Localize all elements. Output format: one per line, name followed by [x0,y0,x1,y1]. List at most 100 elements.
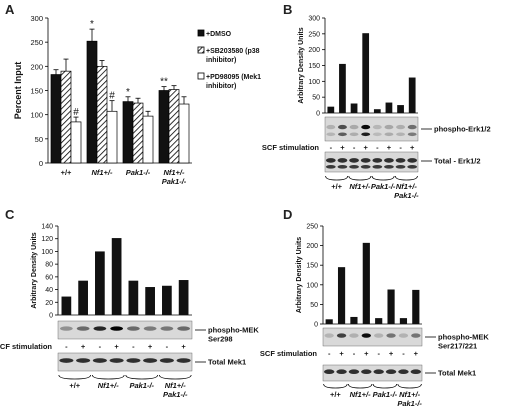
a-bar [132,102,144,164]
pd-bar [375,318,383,324]
pb-bar [362,33,370,114]
pb-group-brace [371,175,395,181]
pb-group-label: Pak1-/- [371,182,396,191]
pd-y-tick-label: 0 [314,322,318,329]
pb-phospho-band [372,124,382,130]
pd-blot-label: Total Mek1 [438,369,476,378]
pc-bar [145,287,155,315]
pb-bar [397,105,404,113]
a-y-tick-label: 300 [30,14,43,23]
pb-total-band-lower [407,165,418,169]
pb-total-band [372,158,383,163]
pd-total-band [361,369,372,375]
pc-blot-label: Ser298 [208,335,233,344]
pc-total-band [159,358,174,363]
pd-y-axis-label: Arbitrary Density Units [296,237,303,313]
pb-phospho-band [338,124,347,130]
pb-group-label: Nf1+/- [396,182,418,191]
pc-y-tick-label: 0 [49,313,53,320]
a-bar [106,110,118,164]
pd-total-band [385,369,397,375]
pd-bar [399,318,408,324]
pd-group-label: +/+ [330,390,341,399]
pc-total-band [59,358,74,363]
a-legend-label: +DMSO [206,31,232,38]
pc-phospho-band [76,326,90,331]
a-bar [142,115,154,164]
pc-y-axis-label: Arbitrary Density Units [31,232,38,308]
pb-bar [339,63,346,113]
pc-group-label: Pak1-/- [129,381,154,390]
pd-total-band [373,369,384,375]
pb-phospho-band [396,124,405,130]
pb-stim-sign: - [330,143,333,152]
pd-stim-sign: + [414,349,419,358]
pb-total-band [395,158,406,163]
a-significance-mark: # [109,91,115,102]
pd-bar [412,289,420,324]
pb-total-blot [324,151,419,173]
pd-phospho-blot [322,327,423,347]
pb-phospho-band [349,124,359,130]
pd-stim-sign: - [328,349,331,358]
pd-phospho-band [411,333,421,338]
a-y-tick-label: 50 [35,135,43,144]
pb-stim-sign: + [340,143,345,152]
pd-phospho-band [398,333,409,338]
pc-total-band [126,358,141,363]
pc-y-tick-label: 80 [45,262,53,269]
a-y-tick-label: 0 [39,159,43,168]
pb-y-tick-label: 0 [316,111,320,118]
a-bar [178,103,190,164]
pc-total-band [176,358,191,363]
panel-label-d: D [283,207,292,222]
pb-phospho-band-lower [326,132,336,137]
pb-phospho-band-lower [372,132,382,137]
pc-phospho-band [110,326,123,331]
pb-phospho-band [326,124,336,130]
a-category-label: Pak1-/- [162,177,187,186]
pd-group-brace [397,383,422,389]
pb-group-label: +/+ [331,182,342,191]
a-y-tick-label: 100 [30,111,43,120]
pb-stim-sign: + [387,143,392,152]
a-bar [86,40,98,164]
panel-a-chart: 0 50 100 150 200 250 300 Percent Input +/+ Nf1+/-… [13,14,261,186]
pb-stim-sign: + [410,143,415,152]
pc-y-tick-label: 100 [41,249,53,256]
pb-total-band-lower [372,165,383,169]
pb-group-brace [394,175,418,181]
pc-stim-sign: + [114,342,119,351]
pc-total-band [92,358,107,363]
pc-y-tick-label: 140 [41,224,53,231]
pb-phospho-band-lower [361,132,371,137]
pb-blot-label: phospho-Erk1/2 [434,125,491,134]
a-category-label: +/+ [61,168,72,177]
a-bar [50,74,62,164]
a-bar [60,70,72,164]
a-y-tick-label: 250 [30,38,43,47]
pc-stim-label: SCF stimulation [0,342,52,351]
pb-bar [350,103,358,113]
a-bar [158,90,170,164]
pd-phospho-band [386,333,396,338]
pd-y-tick-label: 200 [306,243,318,250]
a-legend-label: inhibitor) [206,83,236,90]
pc-group-brace [125,374,159,380]
a-y-axis-label: Percent Input [13,62,23,120]
pc-phospho-band [160,326,174,331]
pd-y-tick-label: 100 [306,282,318,289]
pc-bar [61,296,72,315]
a-legend-swatch [197,29,205,37]
pc-group-label: +/+ [69,381,80,390]
pc-phospho-band [93,326,107,331]
a-category-label: Nf1+/- [163,168,185,177]
pd-stim-sign: - [353,349,356,358]
pb-y-tick-label: 300 [308,16,320,23]
pb-total-band [325,158,336,163]
pd-group-brace [323,383,348,389]
pb-stim-sign: - [353,143,356,152]
